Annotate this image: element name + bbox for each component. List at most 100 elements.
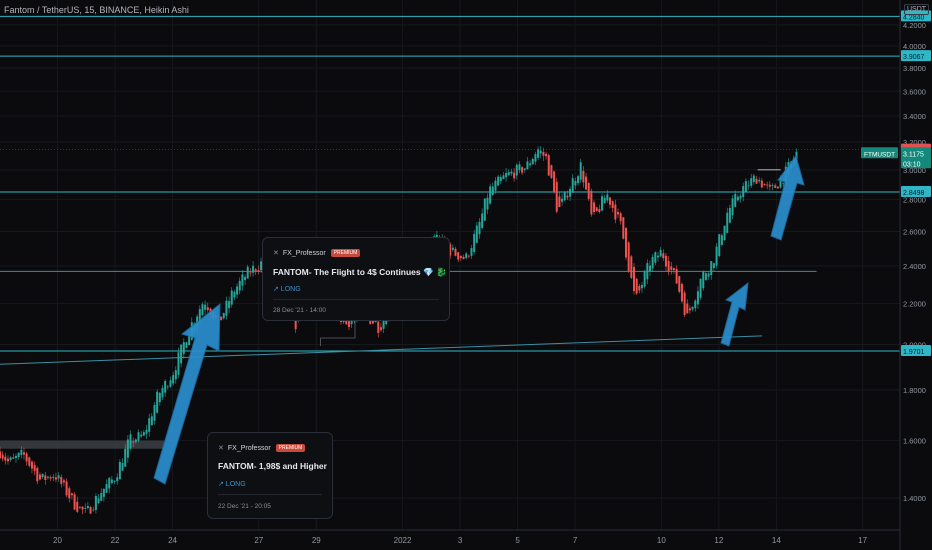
candle-body [739,195,742,199]
candle-body [158,392,161,403]
candle-body [603,197,606,204]
price-tick-label: 3.8000 [903,64,926,73]
candle-body [73,494,76,510]
candle-body [84,507,87,509]
currency-selector[interactable]: USDT [904,4,930,15]
candle-body [76,501,79,512]
candle-body [680,283,683,302]
candle-body [566,195,569,198]
candle-body [590,190,593,215]
candle-body [102,488,105,497]
candle-body [728,207,731,223]
candle-body [545,153,548,157]
candle-body [742,185,745,198]
idea-divider [218,494,322,495]
candle-body [30,461,33,469]
candle-body [646,263,649,280]
candle-body [377,321,380,333]
price-tick-label: 1.6000 [903,437,926,446]
candle-body [678,276,681,292]
candle-body [166,386,169,388]
level-price-tag [901,185,931,197]
candle-body [78,506,81,508]
candle-body [46,476,49,478]
candle-body [726,212,729,233]
idea-author-name: FX_Professor [282,250,326,257]
candle-body [252,265,255,273]
candle-body [105,484,108,493]
candle-body [454,248,457,256]
candle-body [632,267,635,292]
idea-headline[interactable]: FANTOM- 1,98$ and Higher [218,461,327,471]
candle-body [62,480,65,483]
candle-body [712,263,715,269]
candle-body [707,273,710,277]
candle-body [659,249,662,257]
candle-body [57,475,60,479]
candle-body [609,197,612,205]
candle-body [718,234,721,256]
idea-author[interactable]: ✕ FX_Professor PREMIUM [273,249,361,257]
candle-body [470,248,473,256]
time-tick-label: 12 [714,536,723,545]
candle-body [635,278,638,294]
candle-body [619,213,622,222]
candle-body [734,193,737,207]
idea-card-flight[interactable]: ✕ FX_Professor PREMIUM FANTOM- The Flight … [262,237,450,321]
candle-body [462,256,465,259]
candle-body [760,180,763,188]
time-tick-label: 20 [53,536,62,545]
time-tick-label: 17 [858,536,867,545]
long-arrow-3 [770,154,805,241]
candle-body [611,201,614,209]
candle-body [518,164,521,171]
candle-body [129,434,132,449]
candle-body [529,163,532,166]
candle-body [483,198,486,221]
time-axis: 20 22 24 27 29 2022 3 5 7 10 12 14 17 [0,529,900,545]
candle-body [86,506,89,509]
candle-body [622,217,625,239]
candle-body [150,416,153,426]
candle-body [451,247,454,250]
candle-body [537,149,540,158]
candle-body [65,481,68,496]
candle-body [494,180,497,191]
horizontal-levels [0,15,900,449]
candle-body [17,452,20,457]
bar-countdown-tag [901,157,931,169]
candle-body [97,498,100,503]
candle-body [385,318,388,325]
candle-body [627,242,630,271]
candle-body [731,198,734,216]
candle-body [614,204,617,220]
candle-body [249,272,252,274]
idea-headline[interactable]: FANTOM- The Flight to 4$ Continues 💎 🐉 [273,267,447,277]
candle-body [228,301,231,309]
candle-body [606,194,609,201]
candle-body [206,307,209,311]
candle-body [121,463,124,471]
candle-body [539,150,542,154]
candle-body [172,375,175,384]
candle-body [174,370,177,380]
candle-body [582,170,585,183]
candle-body [89,507,92,514]
candle-body [662,253,665,259]
candle-body [667,261,670,272]
candle-body [1,454,4,459]
candle-body [587,182,590,199]
candle-body [755,178,758,184]
candle-body [225,300,228,316]
candle-body [702,271,705,289]
candle-body [694,300,697,309]
candle-body [585,176,588,190]
candle-body [534,154,537,162]
candle-body [598,209,601,212]
idea-card-198[interactable]: ✕ FX_Professor PREMIUM FANTOM- 1,98$ and H… [207,432,333,519]
candle-body [531,158,534,165]
candle-body [148,418,151,432]
idea-author[interactable]: ✕ FX_Professor PREMIUM [218,444,306,452]
candle-body [44,475,47,480]
